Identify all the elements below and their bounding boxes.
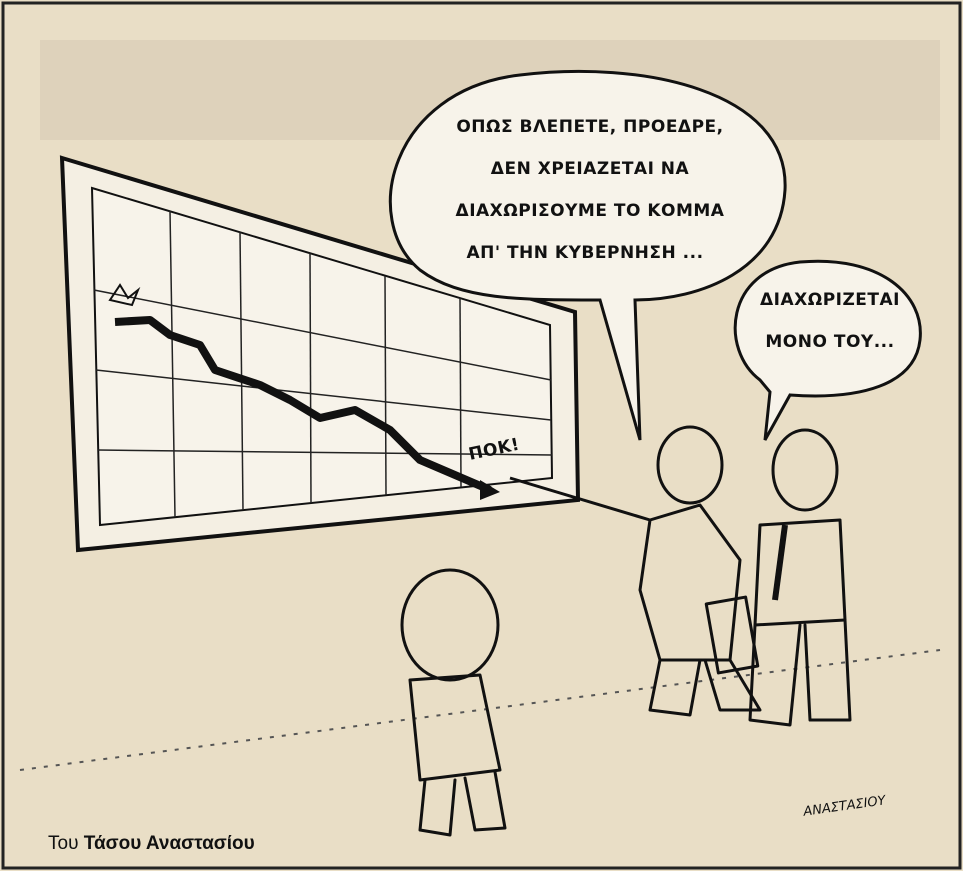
speech-line: ΔΙΑΧΩΡΙΖΕΤΑΙ [760, 290, 900, 310]
grid-line [385, 276, 386, 495]
speech-line: ΟΠΩΣ ΒΛΕΠΕΤΕ, ΠΡΟΕΔΡΕ, [456, 117, 723, 137]
credit-author: Τάσου Αναστασίου [84, 833, 255, 854]
credit: Του Τάσου Αναστασίου [48, 833, 255, 854]
speech-line: ΔΙΑΧΩΡΙΣΟΥΜΕ ΤΟ ΚΟΜΜΑ [456, 201, 725, 221]
cartoon: ΠΟΚ! ΟΠΩΣ ΒΛΕΠΕΤΕ, ΠΡΟΕΔΡΕ, ΔΕΝ ΧΡΕΙΑΖΕΤ… [0, 0, 963, 871]
grid-line [310, 253, 311, 503]
speech-line: ΔΕΝ ΧΡΕΙΑΖΕΤΑΙ ΝΑ [491, 159, 690, 179]
credit-prefix: Του [48, 833, 78, 854]
grid-line [460, 298, 461, 487]
speech-line: ΜΟΝΟ ΤΟΥ... [765, 332, 894, 352]
speech-line: ΑΠ' ΤΗΝ ΚΥΒΕΡΝΗΣΗ ... [466, 243, 703, 263]
